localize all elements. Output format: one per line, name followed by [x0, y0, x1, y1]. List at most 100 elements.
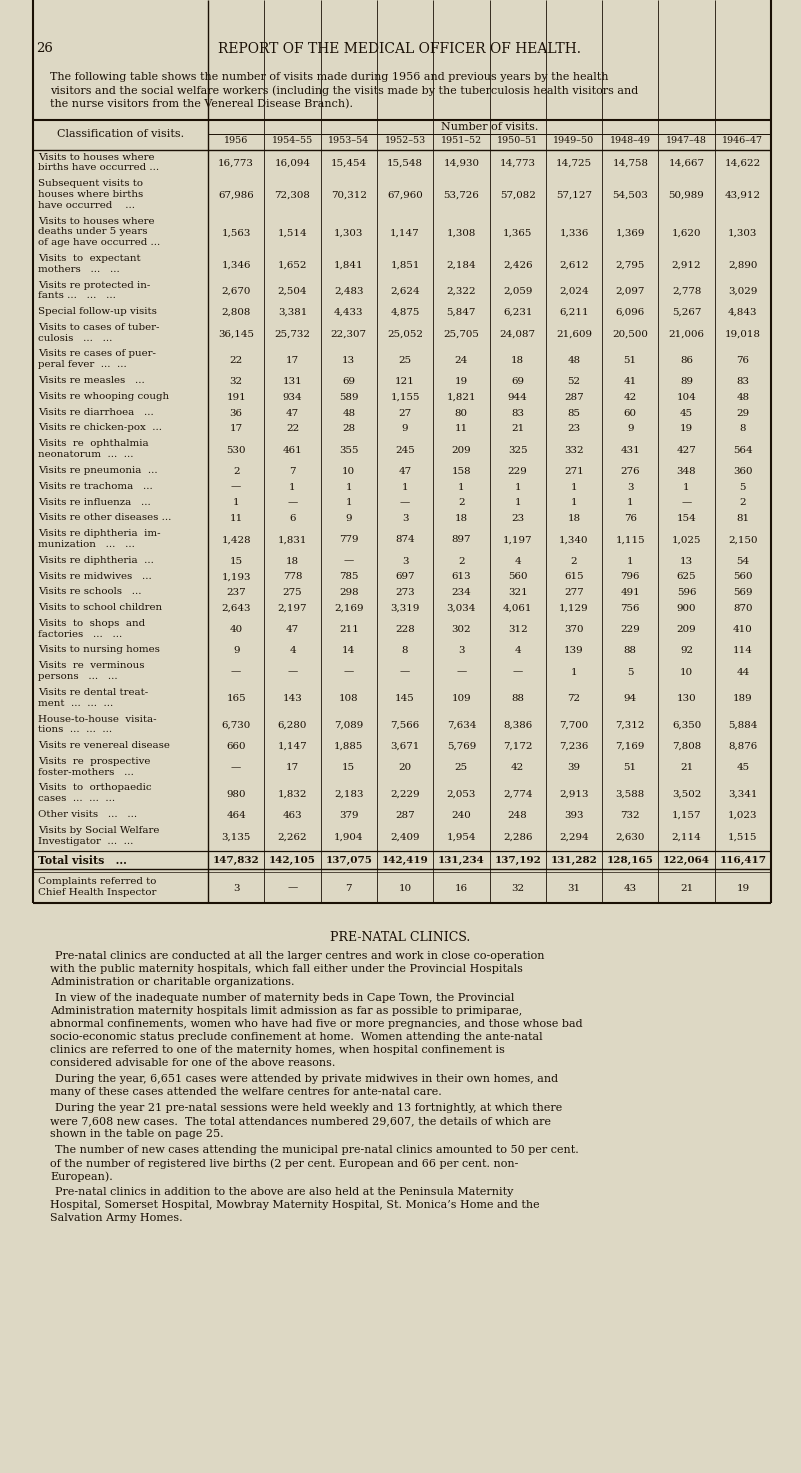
Text: Subsequent visits to: Subsequent visits to: [38, 180, 143, 189]
Text: 2,612: 2,612: [559, 261, 589, 270]
Text: 4,843: 4,843: [728, 308, 758, 317]
Text: 42: 42: [511, 763, 525, 772]
Text: Visits re other diseases ...: Visits re other diseases ...: [38, 513, 171, 523]
Text: 287: 287: [395, 812, 415, 820]
Text: 2,778: 2,778: [672, 287, 701, 296]
Text: 21,006: 21,006: [669, 328, 705, 339]
Text: 2: 2: [570, 557, 578, 566]
Text: 4: 4: [514, 647, 521, 655]
Text: 143: 143: [283, 694, 302, 703]
Text: 23: 23: [511, 514, 524, 523]
Text: 732: 732: [621, 812, 640, 820]
Text: 3,588: 3,588: [616, 790, 645, 798]
Text: 240: 240: [452, 812, 471, 820]
Text: 128,165: 128,165: [607, 856, 654, 866]
Text: During the year, 6,651 cases were attended by private midwives in their own home: During the year, 6,651 cases were attend…: [55, 1074, 558, 1084]
Text: 189: 189: [733, 694, 753, 703]
Text: 273: 273: [395, 588, 415, 597]
Text: Visits  to  shops  and: Visits to shops and: [38, 619, 145, 627]
Text: 2,890: 2,890: [728, 261, 758, 270]
Text: Number of visits.: Number of visits.: [441, 122, 538, 133]
Text: 6,280: 6,280: [278, 720, 307, 729]
Text: 897: 897: [452, 535, 471, 545]
Text: 2,286: 2,286: [503, 832, 533, 841]
Text: Total visits   ...: Total visits ...: [38, 856, 127, 866]
Text: 44: 44: [736, 667, 750, 676]
Text: 67,960: 67,960: [387, 191, 423, 200]
Text: fants ...   ...   ...: fants ... ... ...: [38, 292, 116, 300]
Text: Other visits   ...   ...: Other visits ... ...: [38, 810, 137, 819]
Text: 209: 209: [677, 625, 696, 635]
Text: 76: 76: [736, 356, 750, 365]
Text: 27: 27: [398, 408, 412, 418]
Text: 20,500: 20,500: [612, 328, 648, 339]
Text: 23: 23: [567, 424, 581, 433]
Text: tions  ...  ...  ...: tions ... ... ...: [38, 725, 112, 735]
Text: ment  ...  ...  ...: ment ... ... ...: [38, 698, 113, 707]
Text: 2,322: 2,322: [446, 287, 476, 296]
Text: —: —: [231, 483, 241, 492]
Text: Visits to houses where: Visits to houses where: [38, 153, 155, 162]
Text: 25,705: 25,705: [444, 328, 479, 339]
Text: 67,986: 67,986: [219, 191, 254, 200]
Text: 228: 228: [395, 625, 415, 635]
Text: 1: 1: [683, 483, 690, 492]
Text: 51: 51: [624, 763, 637, 772]
Text: 72: 72: [567, 694, 581, 703]
Text: Visits  to  expectant: Visits to expectant: [38, 253, 141, 262]
Text: 8,386: 8,386: [503, 720, 533, 729]
Text: 122,064: 122,064: [663, 856, 710, 866]
Text: 4,875: 4,875: [390, 308, 420, 317]
Text: 4,433: 4,433: [334, 308, 364, 317]
Text: 36,145: 36,145: [218, 328, 254, 339]
Text: 1,831: 1,831: [278, 535, 308, 545]
Text: persons   ...   ...: persons ... ...: [38, 672, 118, 681]
Text: 15: 15: [342, 763, 356, 772]
Text: 7: 7: [345, 884, 352, 893]
Text: 2: 2: [739, 498, 747, 507]
Text: 778: 778: [283, 573, 302, 582]
Text: REPORT OF THE MEDICAL OFFICER OF HEALTH.: REPORT OF THE MEDICAL OFFICER OF HEALTH.: [219, 43, 582, 56]
Text: 83: 83: [511, 408, 524, 418]
Text: Visits re diphtheria  ...: Visits re diphtheria ...: [38, 555, 154, 564]
Text: 1: 1: [402, 483, 409, 492]
Text: 1,652: 1,652: [278, 261, 308, 270]
Text: 32: 32: [230, 377, 243, 386]
Text: 131,282: 131,282: [550, 856, 598, 866]
Text: 14,667: 14,667: [669, 159, 705, 168]
Text: 11: 11: [455, 424, 468, 433]
Text: 589: 589: [339, 393, 359, 402]
Text: 756: 756: [621, 604, 640, 613]
Text: Visits re chicken-pox  ...: Visits re chicken-pox ...: [38, 424, 162, 433]
Text: 355: 355: [339, 446, 359, 455]
Text: 114: 114: [733, 647, 753, 655]
Text: 142,419: 142,419: [381, 856, 429, 866]
Text: Investigator  ...  ...: Investigator ... ...: [38, 837, 134, 846]
Text: 48: 48: [567, 356, 581, 365]
Text: 427: 427: [677, 446, 696, 455]
Text: 3: 3: [402, 557, 409, 566]
Text: 1950–51: 1950–51: [497, 136, 538, 144]
Text: —: —: [457, 667, 466, 676]
Text: Visits re measles   ...: Visits re measles ...: [38, 376, 145, 384]
Text: 298: 298: [339, 588, 359, 597]
Text: 277: 277: [564, 588, 584, 597]
Text: 229: 229: [508, 467, 528, 476]
Text: 1: 1: [627, 498, 634, 507]
Text: 19: 19: [455, 377, 468, 386]
Text: 3,319: 3,319: [390, 604, 420, 613]
Text: 1,193: 1,193: [221, 573, 251, 582]
Text: 5,847: 5,847: [447, 308, 476, 317]
Text: 81: 81: [736, 514, 750, 523]
Text: Visits re whooping cough: Visits re whooping cough: [38, 392, 169, 401]
Text: 137,192: 137,192: [494, 856, 541, 866]
Text: 2,913: 2,913: [559, 790, 589, 798]
Text: 9: 9: [345, 514, 352, 523]
Text: 17: 17: [286, 356, 299, 365]
Text: 1,851: 1,851: [390, 261, 420, 270]
Text: 15: 15: [230, 557, 243, 566]
Text: 24: 24: [455, 356, 468, 365]
Text: 2,795: 2,795: [615, 261, 645, 270]
Text: 3,034: 3,034: [447, 604, 476, 613]
Text: 72,308: 72,308: [275, 191, 311, 200]
